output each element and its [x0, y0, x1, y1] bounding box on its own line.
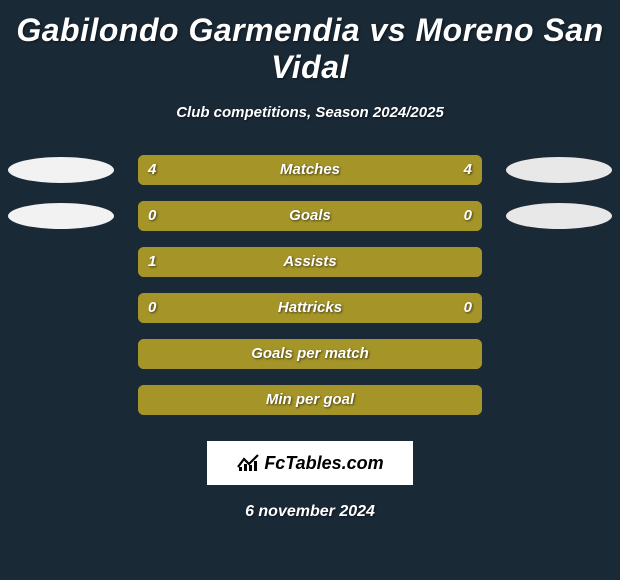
stat-row: Goals per match — [0, 337, 620, 383]
chart-date: 6 november 2024 — [0, 503, 620, 521]
stat-bar-left-fill — [138, 155, 310, 185]
stat-bar-right-fill — [310, 155, 482, 185]
player2-marker — [506, 203, 612, 229]
logo-text: FcTables.com — [264, 453, 383, 474]
stat-bar-right-fill — [310, 201, 482, 231]
stat-bar: Min per goal — [138, 385, 482, 415]
stat-bar: Assists1 — [138, 247, 482, 277]
fctables-logo: FcTables.com — [236, 453, 383, 474]
stat-bar: Hattricks00 — [138, 293, 482, 323]
stat-row: Hattricks00 — [0, 291, 620, 337]
stat-row: Matches44 — [0, 153, 620, 199]
chart-icon — [236, 453, 260, 473]
stat-bar-right-fill — [310, 293, 482, 323]
page-subtitle: Club competitions, Season 2024/2025 — [0, 104, 620, 121]
stat-bar-left-fill — [138, 201, 310, 231]
stat-row: Goals00 — [0, 199, 620, 245]
logo-box: FcTables.com — [207, 441, 413, 485]
stat-bar: Matches44 — [138, 155, 482, 185]
stat-bar-left-fill — [138, 247, 482, 277]
comparison-chart: Matches44 Goals00 Assists1 Hattricks00 Goals… — [0, 153, 620, 429]
stat-bar: Goals per match — [138, 339, 482, 369]
player1-marker — [8, 157, 114, 183]
player1-marker — [8, 203, 114, 229]
player2-marker — [506, 157, 612, 183]
stat-bar: Goals00 — [138, 201, 482, 231]
stat-bar-left-fill — [138, 339, 482, 369]
stat-row: Assists1 — [0, 245, 620, 291]
stat-row: Min per goal — [0, 383, 620, 429]
stat-bar-left-fill — [138, 293, 310, 323]
page-title: Gabilondo Garmendia vs Moreno San Vidal — [0, 0, 620, 86]
stat-bar-left-fill — [138, 385, 482, 415]
